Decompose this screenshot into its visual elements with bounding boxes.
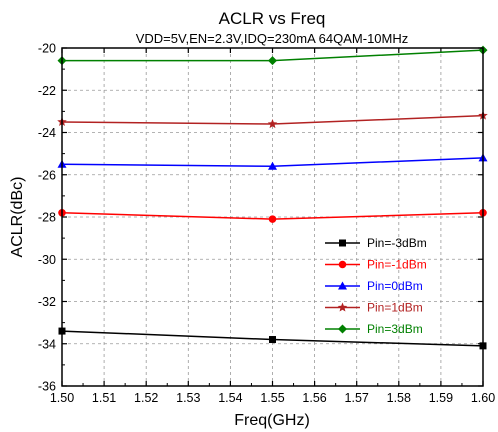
series-3 [58, 153, 488, 169]
legend-marker [339, 261, 347, 269]
x-tick-label: 1.53 [176, 391, 200, 405]
y-tick-labels: -20 -22 -24 -26 -28 -30 -32 -34 -36 [38, 42, 56, 394]
legend-item: Pin=3dBm [325, 322, 423, 336]
legend-marker [338, 303, 348, 312]
legend-item: Pin=0dBm [325, 279, 423, 293]
data-point-marker [268, 56, 277, 65]
chart-title: ACLR vs Freq [219, 9, 326, 28]
legend-marker [338, 325, 347, 334]
x-tick-label: 1.54 [218, 391, 242, 405]
y-tick-label: -32 [38, 295, 56, 309]
x-tick-label: 1.51 [92, 391, 116, 405]
y-tick-label: -36 [38, 380, 56, 394]
x-tick-label: 1.59 [429, 391, 453, 405]
legend-label: Pin=3dBm [367, 322, 423, 336]
data-point-marker [269, 215, 277, 223]
x-tick-label: 1.57 [345, 391, 369, 405]
y-tick-label: -24 [38, 126, 56, 140]
y-tick-label: -26 [38, 168, 56, 182]
x-tick-label: 1.52 [134, 391, 158, 405]
x-tick-label: 1.58 [387, 391, 411, 405]
x-axis-label: Freq(GHz) [234, 412, 310, 429]
y-tick-label: -22 [38, 84, 56, 98]
legend-label: Pin=0dBm [367, 279, 423, 293]
chart-subtitle: VDD=5V,EN=2.3V,IDQ=230mA 64QAM-10MHz [136, 31, 409, 46]
legend-marker [339, 240, 346, 247]
x-tick-labels: 1.50 1.51 1.52 1.53 1.54 1.55 1.56 1.57 1.58 1.59… [50, 391, 495, 405]
x-tick-label: 1.60 [471, 391, 495, 405]
y-tick-label: -20 [38, 42, 56, 56]
y-tick-label: -34 [38, 337, 56, 351]
y-tick-label: -30 [38, 253, 56, 267]
legend-label: Pin=-1dBm [367, 258, 427, 272]
y-tick-label: -28 [38, 211, 56, 225]
legend-item: Pin=-3dBm [325, 236, 427, 250]
series-4 [57, 111, 488, 129]
data-point-marker [269, 336, 276, 343]
legend-label: Pin=-3dBm [367, 236, 427, 250]
y-axis-label: ACLR(dBc) [9, 177, 26, 258]
x-tick-label: 1.55 [260, 391, 284, 405]
legend: Pin=-3dBm Pin=-1dBm Pin=0dBm Pin=1dBm Pin=3d… [325, 236, 427, 336]
legend-label: Pin=1dBm [367, 301, 423, 315]
x-tick-label: 1.56 [302, 391, 326, 405]
legend-item: Pin=-1dBm [325, 258, 427, 272]
legend-item: Pin=1dBm [325, 301, 423, 315]
